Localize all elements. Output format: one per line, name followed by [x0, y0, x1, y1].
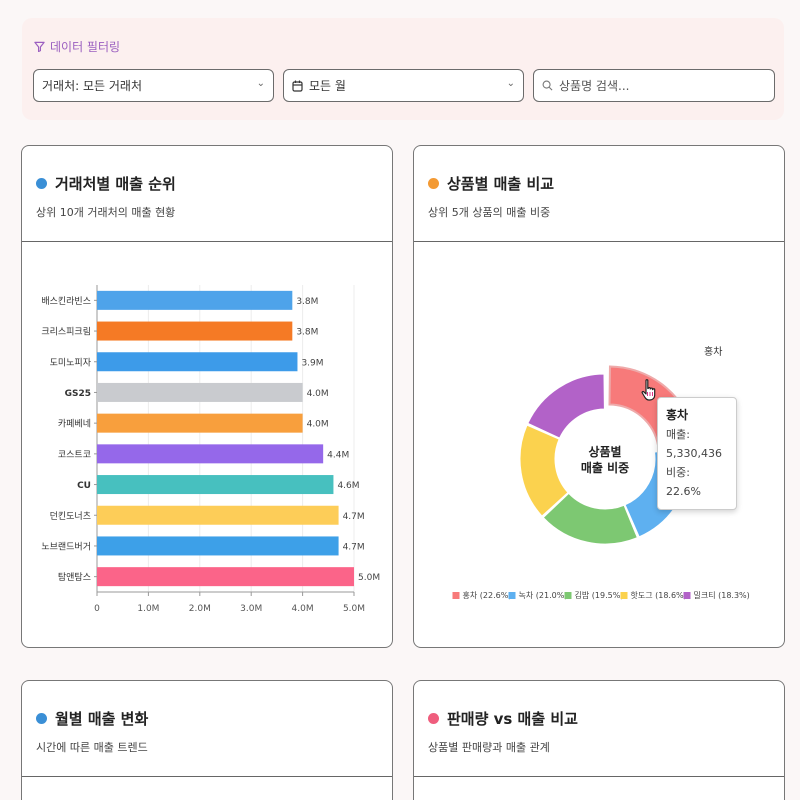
title-dot: [428, 713, 439, 724]
legend-label: 김밥 (19.5%): [575, 590, 624, 600]
x-tick-label: 1.0M: [137, 604, 159, 614]
bar: [97, 567, 354, 587]
legend-swatch: [508, 592, 516, 599]
y-tick-label: 던킨도너츠: [50, 511, 91, 522]
tooltip-title: 홍차: [666, 408, 689, 422]
card-title: 상품별 매출 비교: [428, 173, 554, 194]
y-tick-label: 도미노피자: [50, 357, 92, 368]
data-label: 3.9M: [301, 358, 323, 368]
search-icon: [542, 80, 553, 91]
card-subtitle: 시간에 따른 매출 트렌드: [36, 741, 148, 754]
pie-slice: [519, 424, 569, 517]
card-subtitle: 상위 10개 거래처의 매출 현황: [36, 206, 176, 219]
data-label: 5.0M: [358, 573, 380, 583]
x-tick-label: 4.0M: [292, 604, 314, 614]
month-select-value: 모든 월: [309, 79, 346, 93]
card-subtitle: 상품별 판매량과 매출 관계: [428, 741, 550, 754]
card-title: 거래처별 매출 순위: [36, 173, 176, 194]
card-header: 판매량 vs 매출 비교 상품별 판매량과 매출 관계: [414, 681, 784, 777]
data-label: 4.6M: [337, 481, 359, 491]
vendor-bar-chart: 0 1.0M 2.0M 3.0M 4.0M 5.0M 배스킨라빈스 3.8M 크리스피크림 3.8…: [41, 285, 380, 614]
data-label: 4.4M: [327, 450, 349, 460]
y-tick-label: 배스킨라빈스: [41, 296, 91, 307]
chart-tooltip: 홍차 매출: 5,330,436 비중: 22.6%: [657, 397, 737, 510]
vendor-sales-card: 거래처별 매출 순위 상위 10개 거래처의 매출 현황 0 1.0M 2.0M 3.…: [21, 145, 393, 648]
title-dot: [428, 178, 439, 189]
tooltip-sales: 매출: 5,330,436: [666, 428, 722, 460]
legend-swatch: [452, 592, 460, 599]
x-tick-label: 5.0M: [343, 604, 365, 614]
filter-panel: 데이터 필터링 거래처: 모든 거래처 ⌄ 모든 월 ⌄ 상품명 검색...: [22, 18, 784, 120]
data-label: 4.0M: [307, 389, 329, 399]
y-tick-label: 탐앤탐스: [58, 571, 91, 583]
search-placeholder: 상품명 검색...: [559, 79, 630, 93]
bar: [97, 444, 324, 464]
legend-swatch: [620, 592, 628, 599]
pie-slice: [542, 492, 638, 545]
data-label: 3.8M: [296, 297, 318, 307]
card-title: 월별 매출 변화: [36, 708, 148, 729]
x-tick-label: 0: [94, 604, 100, 614]
bar: [97, 321, 293, 341]
card-title-label: 상품별 매출 비교: [447, 175, 555, 193]
y-tick-label: 노브랜드버거: [41, 541, 91, 552]
card-title-label: 판매량 vs 매출 비교: [447, 710, 578, 728]
bar: [97, 413, 303, 433]
tooltip-share: 비중: 22.6%: [666, 466, 701, 498]
y-tick-label: GS25: [65, 389, 91, 399]
data-label: 4.0M: [307, 420, 329, 430]
y-tick-label: 크리스피크림: [41, 326, 91, 338]
card-title: 판매량 vs 매출 비교: [428, 708, 578, 729]
calendar-icon: [292, 80, 303, 92]
month-select[interactable]: 모든 월 ⌄: [283, 69, 524, 102]
data-label: 3.8M: [296, 328, 318, 338]
filter-icon: [34, 41, 45, 52]
volume-sales-card: 판매량 vs 매출 비교 상품별 판매량과 매출 관계: [413, 680, 785, 800]
monthly-sales-card: 월별 매출 변화 시간에 따른 매출 트렌드: [21, 680, 393, 800]
x-tick-label: 3.0M: [240, 604, 262, 614]
title-dot: [36, 713, 47, 724]
pointer-hand-icon: [641, 379, 656, 401]
legend-swatch: [564, 592, 572, 599]
product-search-input[interactable]: 상품명 검색...: [533, 69, 775, 102]
legend-label: 밀크티 (18.3%): [694, 591, 750, 600]
bar: [97, 382, 303, 402]
data-label: 4.7M: [343, 512, 365, 522]
pie-slice: [527, 373, 605, 439]
legend-label: 녹차 (21.0%): [519, 591, 568, 600]
y-tick-label: CU: [77, 481, 91, 491]
center-label: 상품별: [588, 444, 621, 459]
bar: [97, 505, 339, 525]
slice-label: 홍차: [704, 345, 722, 358]
chevron-down-icon: ⌄: [506, 78, 515, 89]
filter-title-label: 데이터 필터링: [50, 40, 121, 54]
bar: [97, 290, 293, 310]
card-title-label: 거래처별 매출 순위: [55, 175, 176, 193]
vendor-select[interactable]: 거래처: 모든 거래처 ⌄: [33, 69, 274, 102]
legend-swatch: [683, 592, 691, 599]
card-header: 상품별 매출 비교 상위 5개 상품의 매출 비중: [414, 146, 784, 242]
chevron-down-icon: ⌄: [256, 78, 265, 89]
bar: [97, 475, 334, 495]
y-tick-label: 코스트코: [58, 449, 91, 460]
title-dot: [36, 178, 47, 189]
card-title-label: 월별 매출 변화: [55, 710, 149, 728]
legend-label: 홍차 (22.6%): [463, 590, 512, 600]
card-subtitle: 상위 5개 상품의 매출 비중: [428, 206, 551, 219]
card-header: 월별 매출 변화 시간에 따른 매출 트렌드: [22, 681, 392, 777]
legend-label: 핫도그 (18.6%): [631, 590, 687, 600]
center-label: 매출 비중: [581, 460, 629, 475]
data-label: 4.7M: [343, 542, 365, 552]
y-tick-label: 카페베네: [58, 419, 91, 430]
vendor-select-value: 거래처: 모든 거래처: [42, 79, 142, 93]
x-tick-label: 2.0M: [189, 604, 211, 614]
bar: [97, 536, 339, 556]
bar: [97, 352, 298, 372]
filter-title: 데이터 필터링: [34, 38, 120, 55]
card-header: 거래처별 매출 순위 상위 10개 거래처의 매출 현황: [22, 146, 392, 242]
